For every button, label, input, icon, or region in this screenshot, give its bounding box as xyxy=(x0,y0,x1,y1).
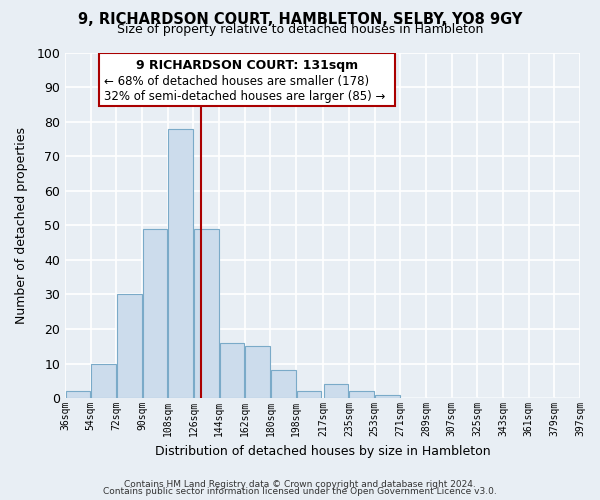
Text: Contains HM Land Registry data © Crown copyright and database right 2024.: Contains HM Land Registry data © Crown c… xyxy=(124,480,476,489)
Text: Size of property relative to detached houses in Hambleton: Size of property relative to detached ho… xyxy=(117,22,483,36)
Text: ← 68% of detached houses are smaller (178): ← 68% of detached houses are smaller (17… xyxy=(104,75,369,88)
Bar xyxy=(169,128,193,398)
Bar xyxy=(65,391,90,398)
X-axis label: Distribution of detached houses by size in Hambleton: Distribution of detached houses by size … xyxy=(155,444,490,458)
Bar xyxy=(194,229,218,398)
Bar xyxy=(297,391,321,398)
Bar xyxy=(143,229,167,398)
Bar xyxy=(220,343,244,398)
Bar xyxy=(349,391,374,398)
Bar xyxy=(375,394,400,398)
Bar xyxy=(91,364,116,398)
Bar xyxy=(117,294,142,398)
Bar xyxy=(271,370,296,398)
Y-axis label: Number of detached properties: Number of detached properties xyxy=(15,127,28,324)
Bar xyxy=(245,346,270,398)
Bar xyxy=(324,384,349,398)
Text: 9 RICHARDSON COURT: 131sqm: 9 RICHARDSON COURT: 131sqm xyxy=(136,58,358,71)
Text: 32% of semi-detached houses are larger (85) →: 32% of semi-detached houses are larger (… xyxy=(104,90,385,103)
FancyBboxPatch shape xyxy=(98,52,395,106)
Text: Contains public sector information licensed under the Open Government Licence v3: Contains public sector information licen… xyxy=(103,487,497,496)
Text: 9, RICHARDSON COURT, HAMBLETON, SELBY, YO8 9GY: 9, RICHARDSON COURT, HAMBLETON, SELBY, Y… xyxy=(78,12,522,28)
